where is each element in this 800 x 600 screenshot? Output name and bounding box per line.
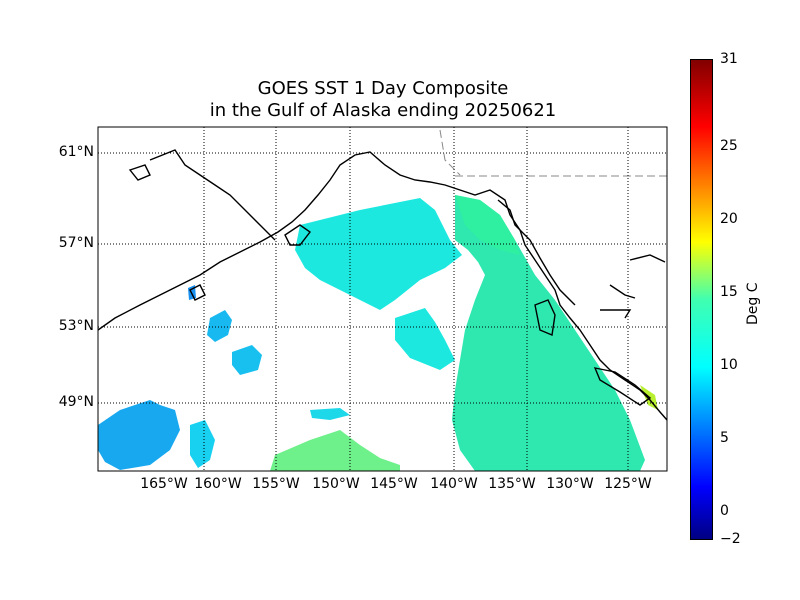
- colorbar-gradient: [690, 59, 713, 540]
- lon-label-130: 130°W: [546, 476, 594, 492]
- lon-label-160: 160°W: [194, 476, 242, 492]
- map-frame: [97, 126, 668, 472]
- colorbar-label: Deg C: [745, 282, 761, 325]
- sst-data-layer: [98, 195, 658, 471]
- colorbar-tick-minus2: −2: [720, 531, 741, 547]
- lon-label-150: 150°W: [312, 476, 360, 492]
- land-outline: [98, 149, 667, 421]
- colorbar-tick-31: 31: [720, 51, 738, 67]
- lat-label-61: 61°N: [58, 144, 94, 160]
- lon-label-145: 145°W: [370, 476, 418, 492]
- lon-label-140: 140°W: [430, 476, 478, 492]
- colorbar: [690, 59, 713, 540]
- chart-title: GOES SST 1 Day Composite in the Gulf of …: [98, 78, 668, 122]
- colorbar-tick-5: 5: [720, 430, 729, 446]
- lat-label-49: 49°N: [58, 394, 94, 410]
- lat-label-57: 57°N: [58, 235, 94, 251]
- title-line-1: GOES SST 1 Day Composite: [257, 78, 509, 99]
- colorbar-tick-25: 25: [720, 138, 738, 154]
- colorbar-tick-15: 15: [720, 284, 738, 300]
- colorbar-tick-20: 20: [720, 211, 738, 227]
- lon-label-155: 155°W: [252, 476, 300, 492]
- colorbar-tick-10: 10: [720, 357, 738, 373]
- lon-label-135: 135°W: [488, 476, 536, 492]
- graticule: [98, 127, 667, 471]
- lon-label-125: 125°W: [604, 476, 652, 492]
- colorbar-tick-0: 0: [720, 503, 729, 519]
- political-borders: [439, 129, 667, 177]
- map-plot-area: [98, 127, 667, 471]
- lat-label-53: 53°N: [58, 318, 94, 334]
- lon-label-165: 165°W: [140, 476, 188, 492]
- title-line-2: in the Gulf of Alaska ending 20250621: [209, 100, 557, 121]
